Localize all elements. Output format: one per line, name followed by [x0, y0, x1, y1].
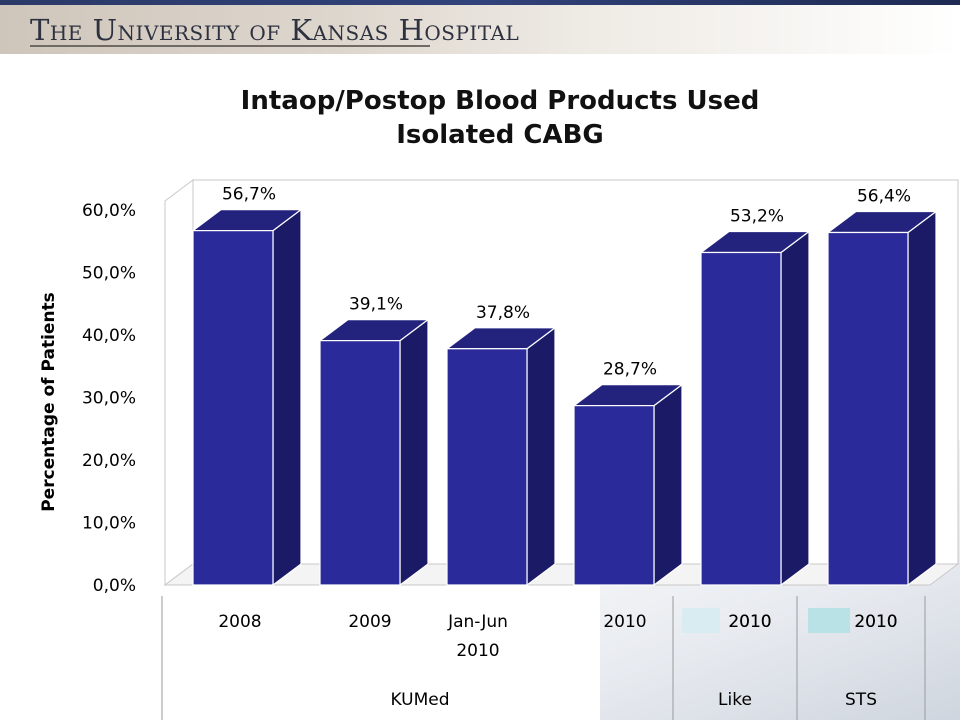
bar-front: [192, 230, 274, 586]
data-label: 56,7%: [222, 185, 276, 205]
category-label: 2010: [854, 612, 897, 632]
category-label: 2009: [348, 612, 391, 632]
group-label: KUMed: [390, 690, 449, 710]
chart-title-line-1: Intaop/Postop Blood Products Used: [240, 86, 760, 116]
group-label: Like: [718, 690, 752, 710]
logo-underline: [30, 45, 430, 47]
y-tick-label: 20,0%: [82, 451, 136, 471]
bar-side: [653, 383, 683, 587]
bar: [572, 383, 684, 587]
category-label: 2010: [456, 641, 499, 661]
category-label: 2010: [603, 612, 646, 632]
chart-title: Intaop/Postop Blood Products Used Isolat…: [100, 84, 900, 152]
y-tick-label: 40,0%: [82, 326, 136, 346]
bar-front: [319, 340, 401, 586]
hospital-logo: The University of Kansas Hospital: [30, 13, 520, 47]
bar: [699, 230, 811, 587]
category-label-overlay: 2010: [854, 612, 897, 632]
bar: [191, 208, 303, 587]
y-tick-label: 60,0%: [82, 201, 136, 221]
y-tick-label: 10,0%: [82, 514, 136, 534]
y-axis-label: Percentage of Patients: [39, 292, 59, 512]
bar-front: [700, 251, 782, 586]
bar-side: [526, 326, 556, 587]
bar: [826, 210, 938, 587]
header-banner: The University of Kansas Hospital: [0, 0, 960, 54]
bar-side: [780, 230, 810, 587]
data-label: 39,1%: [349, 295, 403, 315]
y-tick-label: 50,0%: [82, 264, 136, 284]
bar-front: [446, 348, 528, 586]
bar-front: [573, 405, 655, 586]
category-label: 2010: [728, 612, 771, 632]
bar-side: [272, 208, 302, 587]
group-label: STS: [845, 690, 877, 710]
y-tick-label: 0,0%: [93, 576, 136, 596]
data-label: 28,7%: [603, 360, 657, 380]
category-swatch: [682, 608, 720, 633]
bar: [445, 326, 557, 587]
bar-side: [907, 210, 937, 587]
category-label: Jan-Jun: [447, 612, 508, 632]
y-axis: 0,0% 10,0% 20,0% 30,0% 40,0% 50,0% 60,0%: [82, 201, 136, 596]
bar-side: [399, 318, 429, 587]
data-label: 56,4%: [857, 187, 911, 207]
chart-title-line-2: Isolated CABG: [396, 120, 604, 150]
category-label: 2008: [218, 612, 261, 632]
data-label: 37,8%: [476, 303, 530, 323]
category-swatch: [808, 608, 850, 633]
bar: [318, 318, 430, 587]
bar-front: [827, 231, 909, 586]
bars: [191, 208, 938, 587]
data-label: 53,2%: [730, 207, 784, 227]
category-label-overlay: 2010: [728, 612, 771, 632]
data-labels: 56,7% 39,1% 37,8% 28,7% 53,2% 56,4%: [222, 185, 911, 380]
header-top-line: [0, 0, 960, 5]
side-wall: [164, 179, 194, 586]
y-tick-label: 30,0%: [82, 389, 136, 409]
